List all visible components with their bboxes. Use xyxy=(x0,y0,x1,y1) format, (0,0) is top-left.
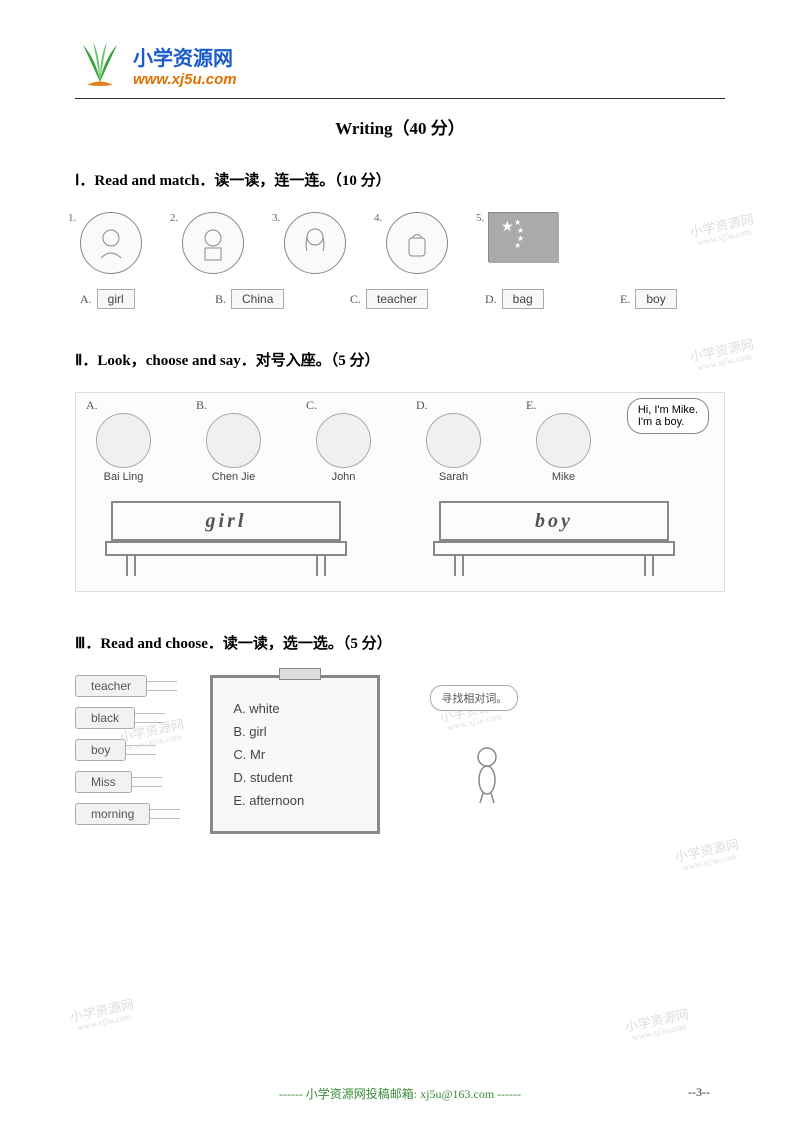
page-number: --3-- xyxy=(688,1085,710,1100)
answer-c: C. Mr xyxy=(233,747,357,762)
character-a: A.Bai Ling xyxy=(86,398,161,483)
word-option-d: D.bag xyxy=(485,289,580,309)
match-image-4: 4. xyxy=(386,212,448,274)
word-option-b: B.China xyxy=(215,289,310,309)
section2-illustration: A.Bai Ling B.Chen Jie C.John D.Sarah E.M… xyxy=(75,392,725,592)
match-image-2: 2. xyxy=(182,212,244,274)
answer-board: A. white B. girl C. Mr D. student E. aft… xyxy=(210,675,380,834)
section3-heading: Ⅲ．Read and choose．读一读，选一选。（5 分） xyxy=(75,632,725,653)
section1-heading: Ⅰ．Read and match．读一读，连一连。（10 分） xyxy=(75,169,725,190)
girl-drawing-icon xyxy=(295,223,335,263)
site-logo: 小学资源网 www.xj5u.com xyxy=(75,40,725,90)
china-flag-icon: ★★★★★ xyxy=(488,212,558,262)
answer-b: B. girl xyxy=(233,724,357,739)
match-image-1: 1. xyxy=(80,212,142,274)
teacher-drawing-icon xyxy=(91,223,131,263)
svg-text:★: ★ xyxy=(514,241,521,250)
page-footer: ------ 小学资源网投稿邮箱: xj5u@163.com ------ --… xyxy=(0,1085,800,1102)
mascot-area: 寻找相对词。 xyxy=(410,675,590,825)
section2-heading: Ⅱ．Look，choose and say．对号入座。（5 分） xyxy=(75,349,725,370)
tag-column: teacher black boy Miss morning xyxy=(75,675,180,825)
tag-boy: boy xyxy=(75,739,180,761)
character-d: D.Sarah xyxy=(416,398,491,483)
tag-miss: Miss xyxy=(75,771,180,793)
tag-black: black xyxy=(75,707,180,729)
mascot-icon xyxy=(470,745,505,805)
tag-teacher: teacher xyxy=(75,675,180,697)
character-c: C.John xyxy=(306,398,381,483)
logo-url: www.xj5u.com xyxy=(133,71,237,88)
thought-bubble: 寻找相对词。 xyxy=(430,685,518,711)
section3-content: teacher black boy Miss morning A. white … xyxy=(75,675,725,834)
watermark: 小学资源网www.xj5u.com xyxy=(623,1004,692,1044)
answer-d: D. student xyxy=(233,770,357,785)
bench-boy: boy xyxy=(439,501,669,576)
bag-drawing-icon xyxy=(397,223,437,263)
word-option-a: A.girl xyxy=(80,289,175,309)
match-image-3: 3. xyxy=(284,212,346,274)
footer-text: ------ 小学资源网投稿邮箱: xj5u@163.com ------ xyxy=(279,1087,521,1101)
bench-girl: girl xyxy=(111,501,341,576)
character-e: E.Mike xyxy=(526,398,601,483)
character-b: B.Chen Jie xyxy=(196,398,271,483)
match-words-row: A.girl B.China C.teacher D.bag E.boy xyxy=(75,289,725,309)
watermark: 小学资源网www.xj5u.com xyxy=(68,994,137,1034)
answer-e: E. afternoon xyxy=(233,793,357,808)
word-option-e: E.boy xyxy=(620,289,715,309)
leaf-logo-icon xyxy=(75,40,125,90)
match-images-row: 1. 2. 3. 4. 5. ★★★★★ xyxy=(75,212,725,274)
svg-text:★: ★ xyxy=(501,220,514,235)
header-divider xyxy=(75,98,725,99)
boy-drawing-icon xyxy=(193,223,233,263)
page-title: Writing（40 分） xyxy=(75,114,725,139)
tag-morning: morning xyxy=(75,803,180,825)
logo-title: 小学资源网 xyxy=(133,42,237,71)
word-option-c: C.teacher xyxy=(350,289,445,309)
answer-a: A. white xyxy=(233,701,357,716)
match-image-5: 5. ★★★★★ xyxy=(488,212,558,274)
watermark: 小学资源网www.xj5u.com xyxy=(673,834,742,874)
speech-bubble: Hi, I'm Mike. I'm a boy. xyxy=(627,398,709,434)
